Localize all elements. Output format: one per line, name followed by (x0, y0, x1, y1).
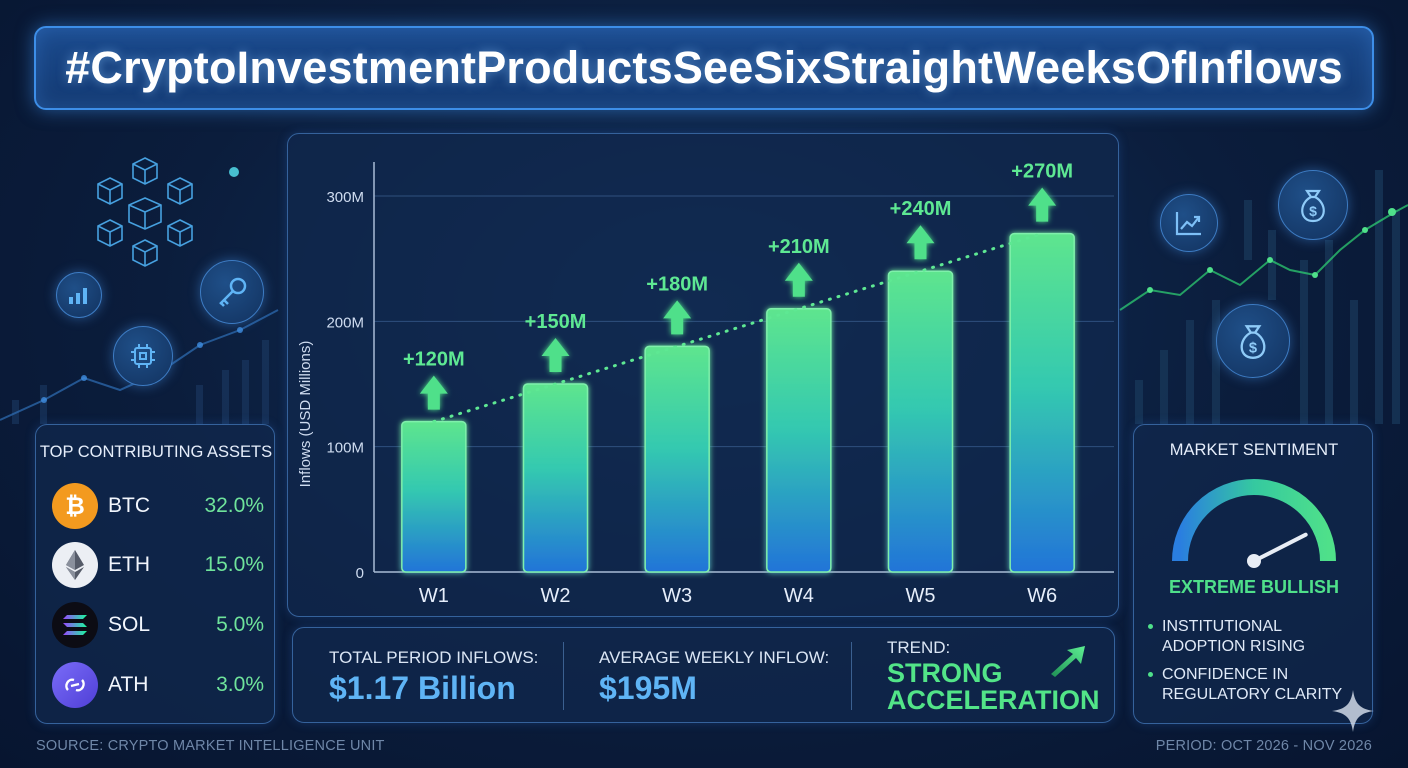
y-tick-label: 200M (326, 314, 364, 331)
market-sentiment-panel: MARKET SENTIMENT EXTREME BULLISH INSTITU… (1133, 424, 1373, 724)
bullet-line: CONFIDENCE IN (1162, 666, 1289, 683)
top-assets-panel: TOP CONTRIBUTING ASSETS ₿ BTC 32.0% ETH … (35, 424, 275, 724)
bar (766, 308, 832, 573)
x-tick-label: W4 (784, 585, 814, 607)
asset-percent: 15.0% (204, 553, 264, 576)
bullet-line: REGULATORY CLARITY (1162, 686, 1343, 703)
asset-percent: 32.0% (204, 494, 264, 517)
blockchain-cubes-icon (97, 157, 193, 267)
average-inflow-value: $195M (599, 670, 697, 706)
trend-label: TREND: (887, 638, 951, 657)
asset-row-ath: ATH 3.0% (52, 662, 264, 708)
sparkle-icon (1332, 690, 1374, 732)
bullet-line: ADOPTION RISING (1162, 638, 1306, 655)
key-icon (200, 260, 264, 324)
money-bag-icon: $ (1216, 304, 1290, 378)
stats-divider (563, 642, 564, 710)
average-inflow-label: AVERAGE WEEKLY INFLOW: (599, 648, 830, 667)
trend-line (432, 232, 1044, 424)
sentiment-bullet: CONFIDENCE IN REGULATORY CLARITY (1148, 665, 1368, 705)
sentiment-title: MARKET SENTIMENT (1169, 441, 1339, 459)
data-label: +150M (525, 311, 587, 333)
asset-symbol: BTC (108, 494, 150, 517)
trend-value-line1: STRONG (887, 658, 1003, 688)
y-axis-label: Inflows (USD Millions) (297, 341, 314, 488)
asset-symbol: ETH (108, 553, 150, 576)
asset-row-eth: ETH 15.0% (52, 542, 264, 588)
bitcoin-icon: ₿ (52, 483, 98, 529)
x-tick-label: W3 (662, 585, 692, 607)
bar (522, 383, 589, 573)
data-label: +210M (768, 236, 830, 258)
total-inflows-label: TOTAL PERIOD INFLOWS: (329, 648, 539, 667)
bar (401, 420, 467, 573)
total-inflows-value: $1.17 Billion (329, 670, 516, 706)
asset-percent: 3.0% (216, 673, 264, 696)
money-bag-icon: $ (1278, 170, 1348, 240)
up-arrow-icon (419, 375, 448, 410)
x-tick-label: W2 (541, 585, 571, 607)
trend-stat: TREND: STRONG ACCELERATION (887, 628, 1107, 724)
bullet-line: INSTITUTIONAL (1162, 618, 1283, 635)
bar-chart-icon (56, 272, 102, 318)
y-tick-label: 300M (326, 189, 364, 206)
asset-percent: 5.0% (216, 613, 264, 636)
asset-symbol: ATH (108, 673, 149, 696)
x-tick-label: W5 (906, 585, 936, 607)
data-label: +240M (890, 198, 952, 220)
chart-panel: 0 100M 200M 300M W1 +120M W2 +150M W3 +180M W4 +210… (287, 133, 1119, 617)
sentiment-value: EXTREME BULLISH (1168, 577, 1339, 597)
ai-chip-icon (113, 326, 173, 386)
aethir-icon (52, 662, 98, 708)
source-footer: SOURCE: CRYPTO MARKET INTELLIGENCE UNIT (36, 738, 385, 754)
data-label: +270M (1011, 161, 1073, 183)
svg-text:$: $ (1309, 203, 1317, 219)
trend-value-line2: ACCELERATION (887, 685, 1100, 715)
up-arrow-icon (1051, 646, 1085, 677)
stats-panel: TOTAL PERIOD INFLOWS: $1.17 Billion AVER… (292, 627, 1115, 723)
asset-row-btc: ₿ BTC 32.0% (52, 483, 264, 529)
data-label: +180M (646, 273, 708, 295)
bullet-dot (1148, 672, 1153, 677)
total-inflows-stat: TOTAL PERIOD INFLOWS: $1.17 Billion (329, 628, 569, 724)
inflow-bar-chart: 0 100M 200M 300M W1 +120M W2 +150M W3 +180M W4 +210… (297, 161, 1114, 607)
up-arrow-icon (541, 338, 570, 372)
asset-symbol: SOL (108, 613, 151, 636)
x-tick-label: W1 (419, 585, 449, 607)
solana-icon (52, 602, 98, 648)
page-title: #CryptoInvestmentProductsSeeSixStraightW… (65, 42, 1343, 93)
gauge-needle (1247, 532, 1308, 568)
up-arrow-icon (1028, 187, 1057, 222)
bar (1009, 232, 1075, 573)
bullet-dot (1148, 624, 1153, 629)
data-label: +120M (403, 349, 465, 371)
title-banner: #CryptoInvestmentProductsSeeSixStraightW… (34, 26, 1374, 110)
stats-divider (851, 642, 852, 710)
asset-row-sol: SOL 5.0% (52, 602, 264, 648)
svg-text:$: $ (1249, 341, 1257, 357)
period-footer: PERIOD: OCT 2026 - NOV 2026 (1155, 738, 1372, 754)
x-tick-label: W6 (1027, 585, 1057, 607)
up-arrow-icon (663, 300, 692, 335)
y-tick-label: 100M (326, 440, 364, 457)
up-arrow-icon (784, 262, 813, 297)
sentiment-bullet: INSTITUTIONAL ADOPTION RISING (1148, 617, 1368, 657)
bar (887, 270, 954, 573)
assets-title: TOP CONTRIBUTING ASSETS (39, 443, 273, 461)
up-arrow-icon (906, 225, 935, 260)
bar (644, 345, 710, 573)
ethereum-icon (52, 542, 98, 588)
sentiment-gauge (1172, 479, 1336, 568)
average-inflow-stat: AVERAGE WEEKLY INFLOW: $195M (599, 628, 839, 724)
trend-up-icon (1160, 194, 1218, 252)
y-tick-label: 0 (356, 565, 364, 582)
